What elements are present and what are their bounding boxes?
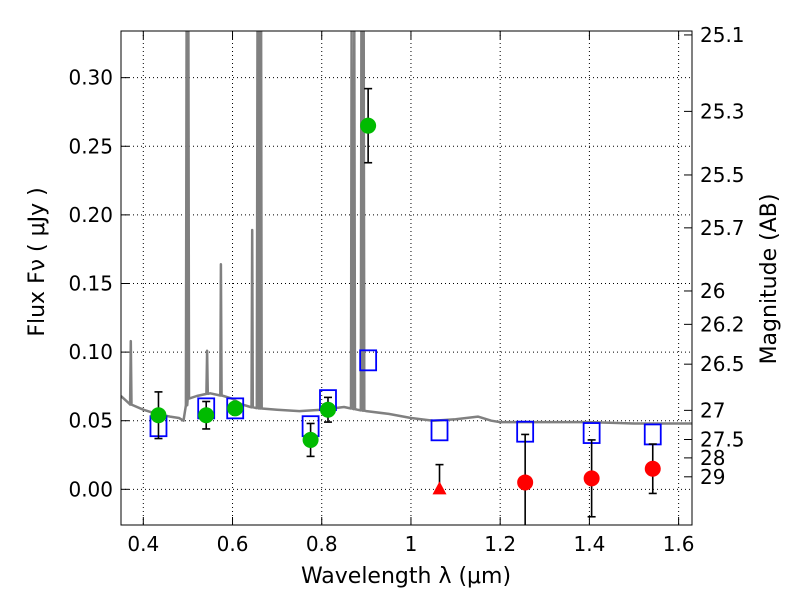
observed-flux-point (227, 400, 244, 417)
grid-lines (121, 31, 692, 525)
right-tick-label: 28 (700, 446, 725, 470)
right-tick-label: 25.7 (700, 216, 745, 240)
observed-flux-point (583, 470, 600, 487)
x-tick-label: 1 (405, 532, 418, 556)
x-tick-label: 1.2 (484, 532, 516, 556)
observed-flux-point (644, 460, 661, 477)
y-tick-label: 0.25 (68, 134, 113, 158)
x-axis: 0.4 0.6 0.8 1 1.2 1.4 1.6 (127, 31, 695, 556)
model-photometry-square (643, 423, 662, 446)
x-tick-label: 0.6 (217, 532, 249, 556)
y-tick-label: 0.20 (68, 203, 113, 227)
y-tick-label: 0.05 (68, 409, 113, 433)
observed-flux-point (517, 474, 534, 491)
model-spectrum-layer (121, 31, 692, 425)
right-tick-label: 26 (700, 279, 725, 303)
y-axis-label: Flux Fν ( μJy ) (25, 187, 50, 336)
model-spectrum-line (121, 31, 692, 425)
right-tick-label: 25.5 (700, 163, 745, 187)
upper-limit-triangle (432, 481, 447, 495)
x-axis-label: Wavelength λ (μm) (301, 564, 511, 589)
observed-flux-point (302, 431, 319, 448)
right-tick-label: 27 (700, 398, 725, 422)
x-tick-label: 0.8 (306, 532, 338, 556)
right-tick-label: 27.5 (700, 427, 745, 451)
observed-flux-point (319, 401, 336, 418)
y-tick-label: 0.30 (68, 66, 113, 90)
right-axis-label: Magnitude (AB) (757, 194, 782, 365)
data-markers-layer (149, 87, 662, 525)
observed-flux-point (198, 407, 215, 424)
right-tick-label: 26.5 (700, 352, 745, 376)
y-axis: 0.00 0.05 0.10 0.15 0.20 0.25 0.30 (68, 66, 129, 501)
model-photometry-square (430, 419, 449, 442)
y-tick-label: 0.00 (68, 477, 113, 501)
right-tick-label: 29 (700, 465, 725, 489)
x-tick-label: 1.4 (573, 532, 605, 556)
observed-flux-point (150, 407, 167, 424)
x-tick-label: 1.6 (663, 532, 695, 556)
right-tick-label: 25.3 (700, 99, 745, 123)
right-tick-label: 26.2 (700, 312, 745, 336)
plot-frame (120, 30, 693, 526)
right-tick-label: 25.1 (700, 23, 745, 47)
model-photometry-square (359, 349, 378, 372)
x-tick-label: 0.4 (127, 532, 159, 556)
y-tick-label: 0.10 (68, 340, 113, 364)
y-tick-label: 0.15 (68, 271, 113, 295)
observed-flux-point (360, 117, 377, 134)
